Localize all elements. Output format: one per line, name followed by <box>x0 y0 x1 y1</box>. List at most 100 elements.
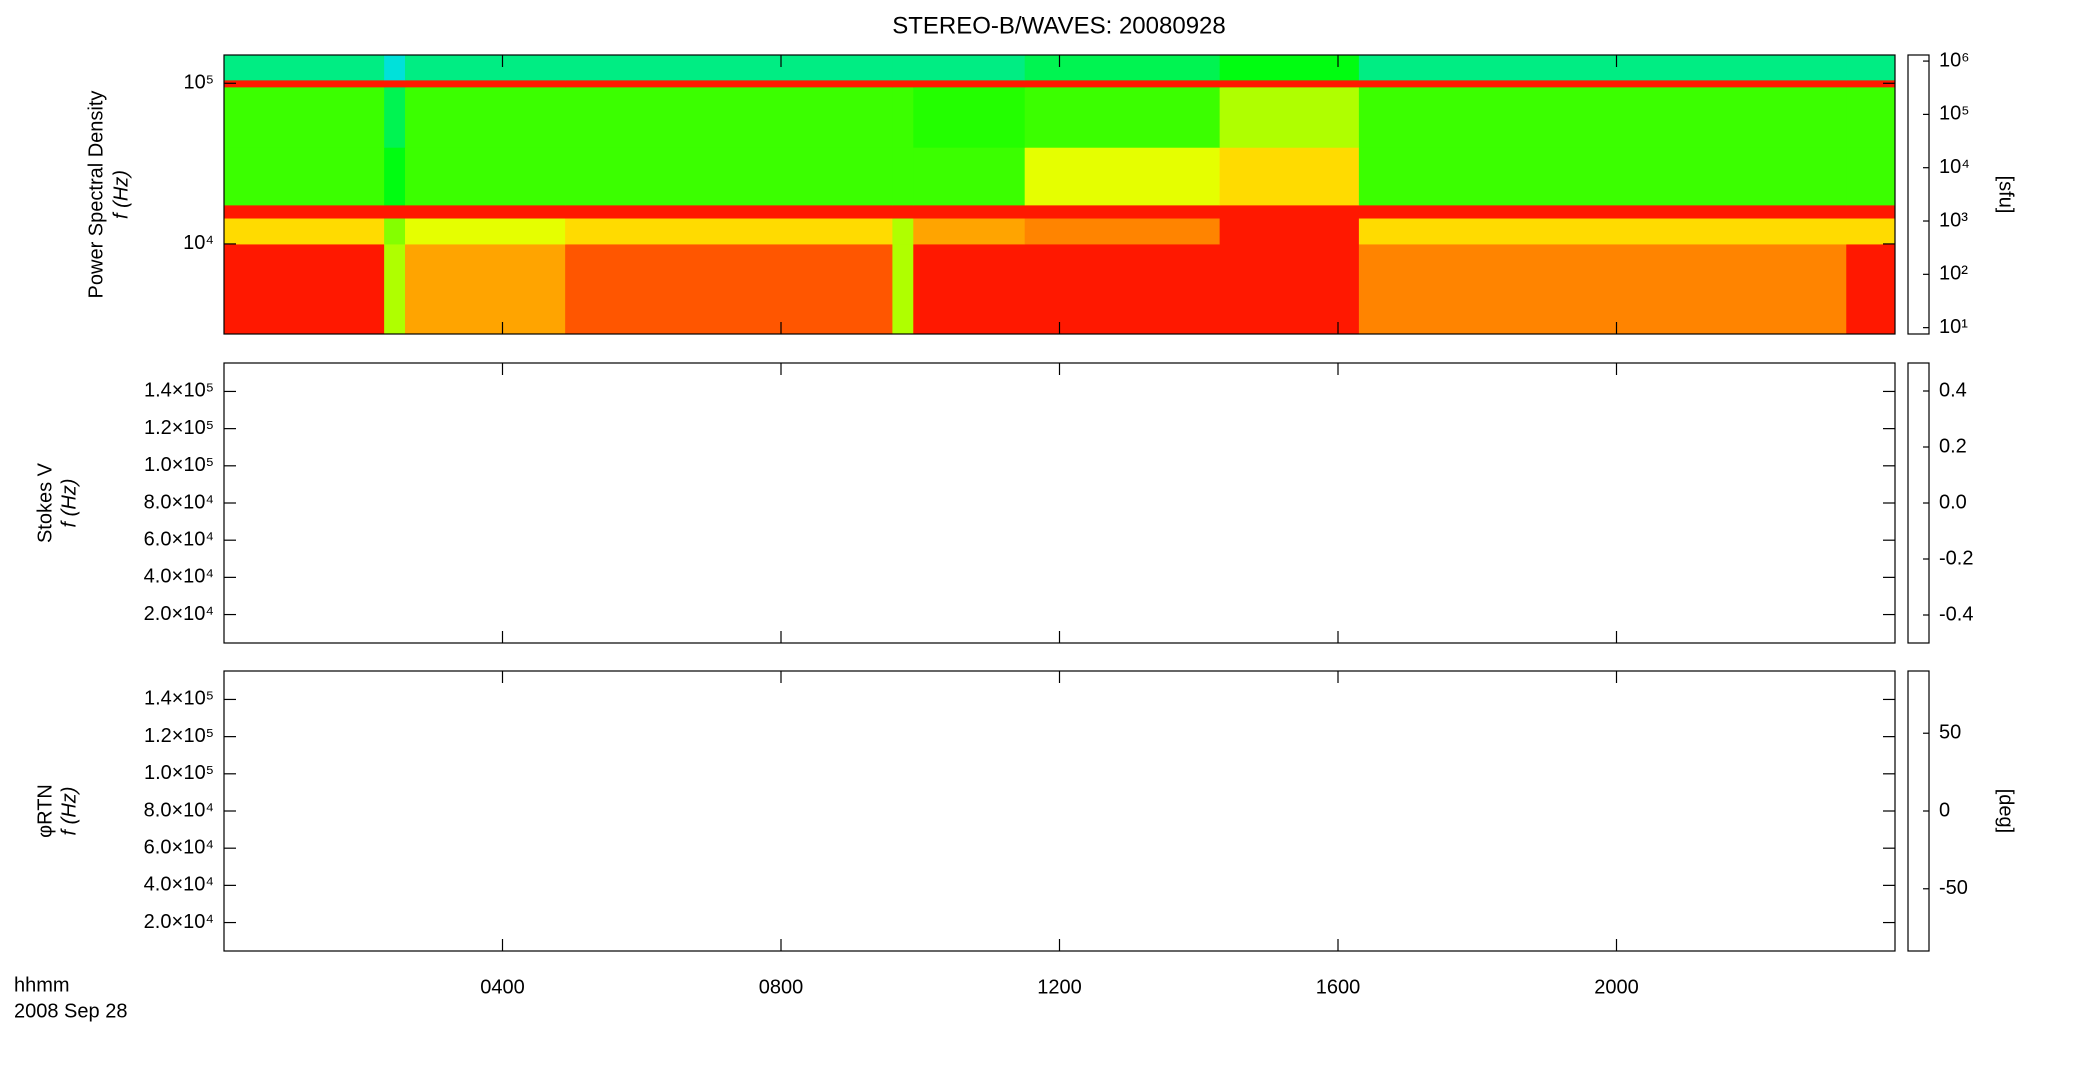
y-tick-label: 4.0×10⁴ <box>144 874 214 896</box>
heatmap-cell <box>384 79 406 88</box>
heatmap-cell <box>384 86 406 148</box>
heatmap-cell <box>1024 55 1221 81</box>
heatmap-cell <box>565 243 893 335</box>
heatmap-cell <box>892 79 914 88</box>
colorbar-label: [deg] <box>1995 789 2017 833</box>
y-axis-label: f (Hz) <box>58 787 80 836</box>
heatmap-cell <box>405 86 566 148</box>
heatmap-cell <box>1358 86 1847 148</box>
heatmap-cell <box>1846 218 1896 245</box>
heatmap-cell <box>913 147 1026 206</box>
colorbar-label: [sfu] <box>1995 176 2017 214</box>
colorbar-tick-label: 0 <box>1939 799 1950 821</box>
y-tick-label: 6.0×10⁴ <box>144 528 214 550</box>
heatmap-cell <box>892 55 914 81</box>
y-axis-label: f (Hz) <box>110 170 132 219</box>
colorbar-tick-label: 10⁵ <box>1939 103 1970 125</box>
heatmap-cell <box>1024 79 1221 88</box>
y-tick-label: 10⁵ <box>183 72 214 94</box>
heatmap-cell <box>405 147 566 206</box>
x-axis-label: 2008 Sep 28 <box>14 1000 127 1022</box>
heatmap-cell <box>565 147 893 206</box>
heatmap-cell <box>1846 55 1896 81</box>
y-axis-label: φRTN <box>34 784 56 838</box>
colorbar-tick-label: 10¹ <box>1939 316 1968 338</box>
heatmap-cell <box>224 218 385 245</box>
y-tick-label: 8.0×10⁴ <box>144 799 214 821</box>
heatmap-cell <box>224 86 385 148</box>
colorbar-tick-label: 0.2 <box>1939 435 1967 457</box>
heatmap-cell <box>913 243 1026 335</box>
heatmap-cell <box>1024 86 1221 148</box>
heatmap-cell <box>405 243 566 335</box>
heatmap-cell <box>913 204 1026 219</box>
heatmap-cell <box>1358 243 1847 335</box>
x-axis-label: hhmm <box>14 974 70 996</box>
heatmap-cell <box>1846 147 1896 206</box>
heatmap-cell <box>405 79 566 88</box>
heatmap-cell <box>1358 79 1847 88</box>
colorbar-tick-label: 0.0 <box>1939 491 1967 513</box>
y-tick-label: 2.0×10⁴ <box>144 603 214 625</box>
heatmap-cell <box>384 243 406 335</box>
heatmap-cell <box>224 79 385 88</box>
heatmap-cell <box>1846 243 1896 335</box>
heatmap-cell <box>405 204 566 219</box>
heatmap-cell <box>913 218 1026 245</box>
heatmap-cell <box>913 79 1026 88</box>
x-tick-label: 1200 <box>1037 976 1082 998</box>
heatmap-cell <box>565 55 893 81</box>
y-tick-label: 1.2×10⁵ <box>144 725 214 747</box>
y-tick-label: 1.0×10⁵ <box>144 454 214 476</box>
heatmap-cell <box>384 55 406 81</box>
heatmap-cell <box>384 204 406 219</box>
x-tick-label: 0800 <box>759 976 804 998</box>
heatmap-cell <box>892 86 914 148</box>
heatmap-cell <box>1024 218 1221 245</box>
heatmap-cell <box>405 218 566 245</box>
y-tick-label: 1.2×10⁵ <box>144 417 214 439</box>
y-tick-label: 6.0×10⁴ <box>144 836 214 858</box>
heatmap-cell <box>1358 55 1847 81</box>
y-tick-label: 2.0×10⁴ <box>144 911 214 933</box>
colorbar-tick-label: 10⁴ <box>1939 156 1970 178</box>
heatmap-cell <box>1358 218 1847 245</box>
heatmap-cell <box>913 86 1026 148</box>
heatmap-cell <box>1846 86 1896 148</box>
heatmap-cell <box>1219 147 1360 206</box>
y-axis-label: Power Spectral Density <box>85 91 107 299</box>
heatmap-cell <box>1219 204 1360 219</box>
heatmap-cell <box>224 243 385 335</box>
heatmap-cell <box>565 79 893 88</box>
heatmap-cell <box>565 86 893 148</box>
heatmap-cell <box>1219 218 1360 245</box>
colorbar-tick-label: -0.4 <box>1939 603 1973 625</box>
y-tick-label: 8.0×10⁴ <box>144 491 214 513</box>
colorbar-tick-label: 10² <box>1939 263 1968 285</box>
y-tick-label: 1.4×10⁵ <box>144 380 214 402</box>
y-axis-label: Stokes V <box>34 462 56 543</box>
x-tick-label: 2000 <box>1594 976 1639 998</box>
y-tick-label: 1.0×10⁵ <box>144 762 214 784</box>
colorbar-tick-label: 10⁶ <box>1939 49 1969 71</box>
plot-frame <box>223 670 1896 952</box>
x-tick-label: 0400 <box>480 976 525 998</box>
heatmap-cell <box>1024 204 1221 219</box>
heatmap-cell <box>1219 79 1360 88</box>
heatmap-cell <box>1358 204 1847 219</box>
chart-title: STEREO-B/WAVES: 20080928 <box>892 12 1225 39</box>
y-tick-label: 4.0×10⁴ <box>144 566 214 588</box>
colorbar-tick-label: 50 <box>1939 722 1961 744</box>
heatmap-cell <box>892 204 914 219</box>
heatmap-cell <box>1219 243 1360 335</box>
heatmap-cell <box>1358 147 1847 206</box>
heatmap-cell <box>384 218 406 245</box>
x-tick-label: 1600 <box>1316 976 1361 998</box>
y-tick-label: 1.4×10⁵ <box>144 688 214 710</box>
heatmap-cell <box>224 55 385 81</box>
colorbar-tick-label: 10³ <box>1939 209 1968 231</box>
heatmap-cell <box>224 147 385 206</box>
heatmap-cell <box>1024 243 1221 335</box>
heatmap-cell <box>224 204 385 219</box>
